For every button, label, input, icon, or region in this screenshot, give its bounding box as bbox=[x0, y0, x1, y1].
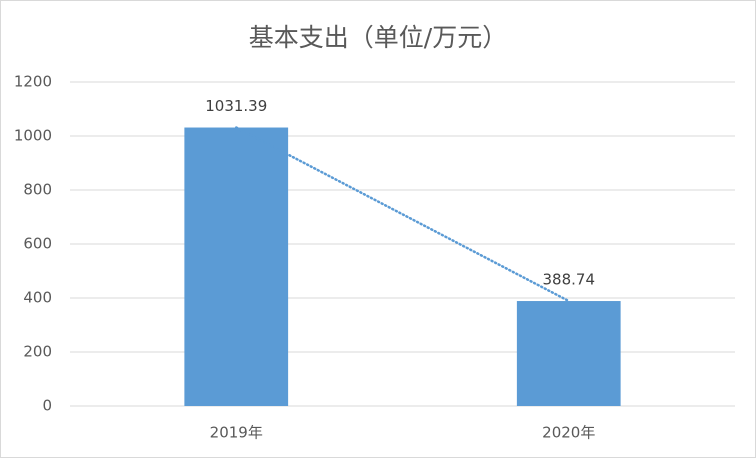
y-tick-label: 600 bbox=[23, 235, 52, 253]
y-tick-label: 0 bbox=[42, 397, 52, 415]
data-label: 1031.39 bbox=[205, 97, 267, 115]
chart-title: 基本支出（单位/万元） bbox=[249, 23, 507, 52]
bar bbox=[516, 301, 621, 406]
y-tick-label: 400 bbox=[23, 289, 52, 307]
y-tick-label: 1000 bbox=[14, 127, 52, 145]
trendline bbox=[235, 126, 570, 303]
y-tick-label: 1200 bbox=[14, 73, 52, 91]
x-tick-label: 2020年 bbox=[542, 424, 595, 442]
y-tick-label: 800 bbox=[23, 181, 52, 199]
x-tick-label: 2019年 bbox=[210, 424, 263, 442]
bar bbox=[184, 127, 289, 407]
y-tick-label: 200 bbox=[23, 343, 52, 361]
data-label: 388.74 bbox=[543, 271, 596, 289]
